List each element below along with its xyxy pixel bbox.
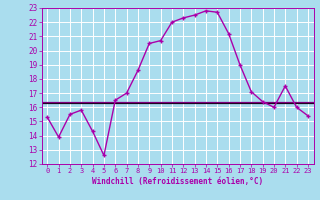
X-axis label: Windchill (Refroidissement éolien,°C): Windchill (Refroidissement éolien,°C): [92, 177, 263, 186]
